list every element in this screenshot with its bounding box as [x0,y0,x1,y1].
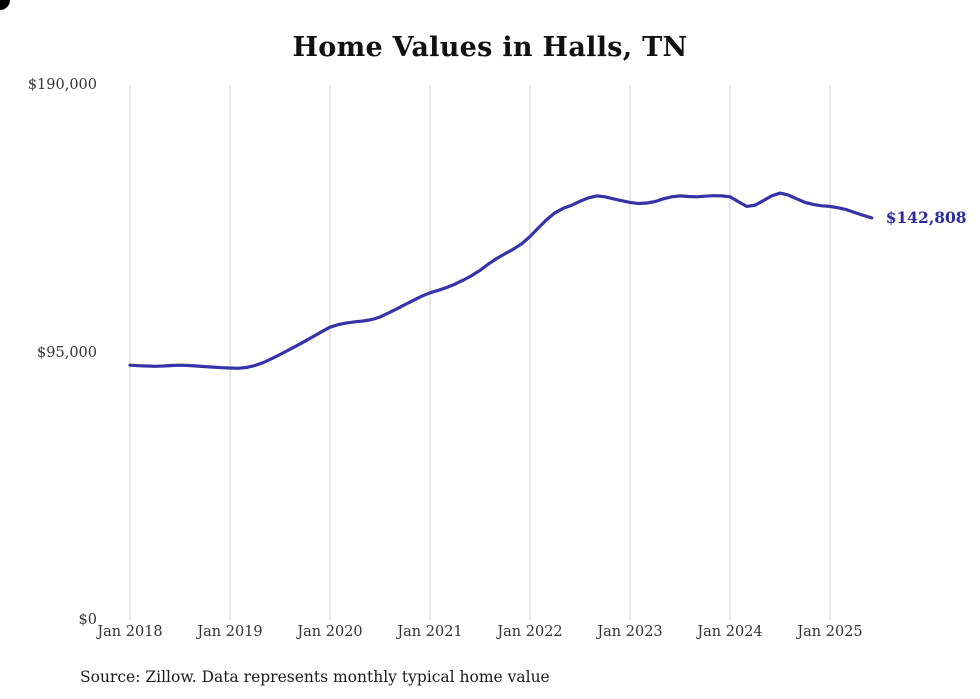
x-tick-label-jan-2024: Jan 2024 [697,624,763,640]
source-note: Source: Zillow. Data represents monthly … [80,668,550,686]
x-tick-label-jan-2021: Jan 2021 [397,624,463,640]
x-tick-label-jan-2019: Jan 2019 [197,624,263,640]
y-tick-label-0: $0 [78,612,97,628]
home-value-line [128,191,874,370]
chart-title: Home Values in Halls, TN [292,32,688,63]
x-tick-label-jan-2023: Jan 2023 [597,624,663,640]
x-tick-label-jan-2025: Jan 2025 [797,624,863,640]
x-tick-label-jan-2020: Jan 2020 [297,624,363,640]
x-tick-label-jan-2018: Jan 2018 [97,624,163,640]
y-tick-label-95000: $95,000 [37,345,97,361]
x-tick-label-jan-2022: Jan 2022 [497,624,563,640]
end-value-label: $142,808 [885,207,967,227]
window-corner-artifact [0,0,10,10]
y-tick-label-190000: $190,000 [27,77,97,93]
